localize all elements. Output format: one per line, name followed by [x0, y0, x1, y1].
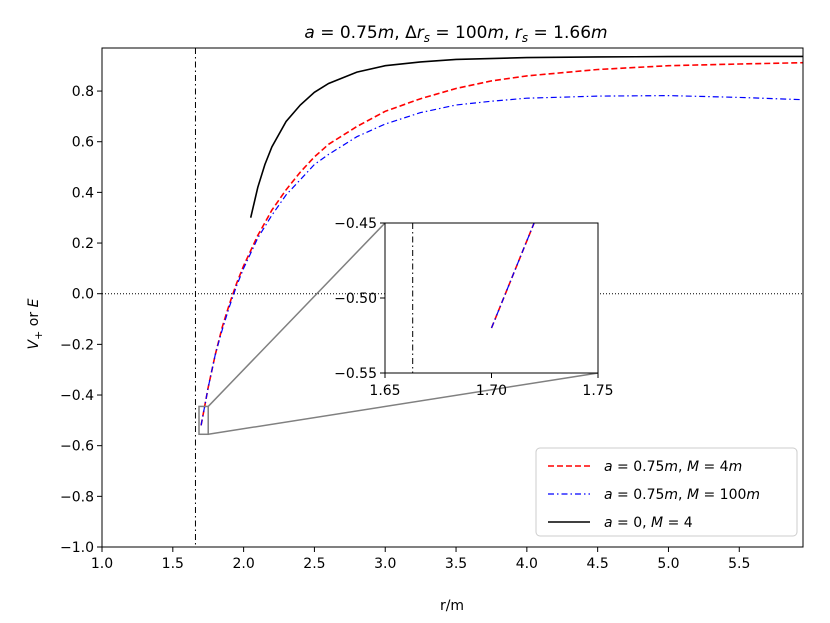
y-tick-label: −0.2 [60, 337, 94, 353]
series-line-0 [200, 61, 804, 426]
y-tick-label: −0.8 [60, 489, 94, 505]
y-tick-label: 0.8 [72, 84, 94, 100]
x-tick-label: 2.0 [232, 556, 254, 572]
legend-label-red: a = 0.75m, M = 4m [604, 459, 742, 475]
inset-x-tick-label: 1.70 [476, 383, 507, 399]
y-tick-label: −0.4 [60, 388, 94, 404]
series-line-2 [249, 55, 803, 218]
legend-box [535, 447, 798, 537]
x-tick-label: 1.5 [162, 556, 184, 572]
y-tick-label: −0.6 [60, 439, 94, 455]
zoom-connector [208, 372, 599, 436]
inset-y-tick-label: −0.55 [334, 366, 377, 382]
x-tick-label: 3.5 [445, 556, 467, 572]
inset-background [385, 223, 598, 373]
y-tick-label: 0.2 [72, 236, 94, 252]
x-tick-label: 5.5 [728, 556, 750, 572]
x-tick-label: 2.5 [303, 556, 325, 572]
inset-y-tick-label: −0.45 [334, 216, 377, 232]
y-tick-label: 0.6 [72, 135, 94, 151]
inset-series-blue [490, 222, 535, 329]
zoom-box [198, 405, 209, 436]
x-tick-label: 1.0 [91, 556, 113, 572]
chart-title: a = 0.75m, Δrs = 100m, rs = 1.66m [304, 23, 607, 45]
y-tick-label: 0.0 [72, 287, 94, 303]
y-tick-label: 0.4 [72, 185, 94, 201]
legend-label-blue: a = 0.75m, M = 100m [604, 487, 760, 503]
zoom-connector [207, 222, 386, 407]
y-axis-label: V+ or E [26, 298, 45, 349]
inset-y-tick-label: −0.50 [334, 291, 377, 307]
zoom-connectors [198, 222, 599, 436]
inset-x-tick-label: 1.75 [582, 383, 613, 399]
x-tick-label: 5.0 [657, 556, 679, 572]
x-tick-label: 4.0 [516, 556, 538, 572]
legend: a = 0.75m, M = 4m a = 0.75m, M = 100m a … [535, 447, 798, 537]
main-plot: 1.0 1.5 2.0 2.5 3.0 3.5 4.0 4.5 5.0 5.5 −1.0 −0.8 −0… [60, 47, 804, 572]
legend-label-black: a = 0, M = 4 [604, 515, 693, 531]
x-axis-label: r/m [440, 598, 464, 614]
inset-plot: 1.65 1.70 1.75 −0.55 −0.50 −0.45 [334, 216, 613, 399]
x-tick-label: 3.0 [374, 556, 396, 572]
inset-x-tick-label: 1.65 [369, 383, 400, 399]
plot-frame [101, 47, 804, 548]
y-tick-label: −1.0 [60, 540, 94, 556]
x-tick-label: 4.5 [587, 556, 609, 572]
